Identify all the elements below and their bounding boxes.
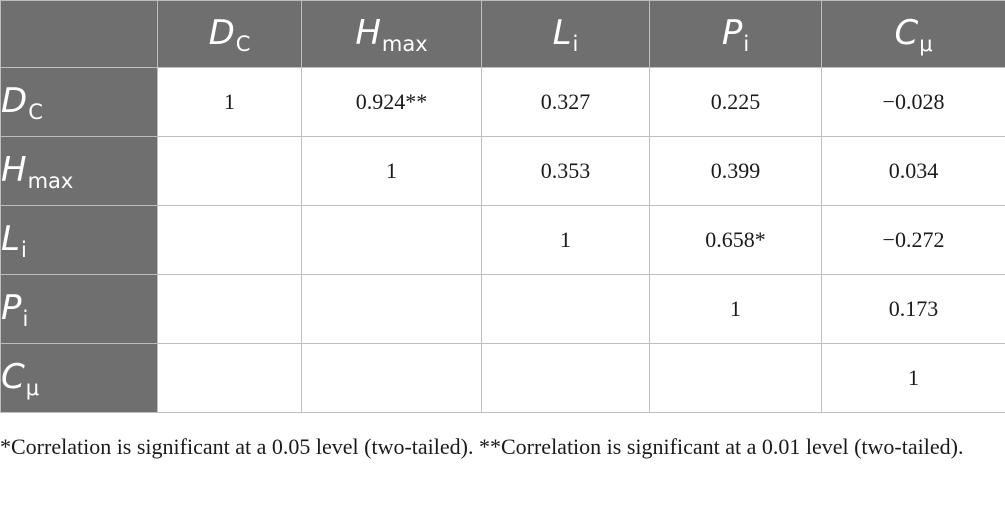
col-header-dc: DC xyxy=(157,0,302,68)
row-header-pi: Pi xyxy=(0,274,158,344)
col-header-li: Li xyxy=(481,0,650,68)
table-cell xyxy=(301,205,482,275)
table-row: Li 1 0.658* −0.272 xyxy=(0,205,1005,275)
table-cell: 1 xyxy=(649,274,822,344)
table-cell: 1 xyxy=(481,205,650,275)
table-cell xyxy=(157,205,302,275)
col-header-pi: Pi xyxy=(649,0,822,68)
table-row: Cμ 1 xyxy=(0,343,1005,413)
row-header-dc: DC xyxy=(0,67,158,137)
row-header-hmax: Hmax xyxy=(0,136,158,206)
table-cell xyxy=(157,136,302,206)
table-row: DC 1 0.924** 0.327 0.225 −0.028 xyxy=(0,67,1005,137)
table-cell: −0.272 xyxy=(821,205,1005,275)
table-cell xyxy=(157,274,302,344)
table-cell: 0.225 xyxy=(649,67,822,137)
table-cell xyxy=(301,274,482,344)
table-cell: 1 xyxy=(301,136,482,206)
table-cell: 1 xyxy=(157,67,302,137)
row-header-li: Li xyxy=(0,205,158,275)
table-cell: 0.399 xyxy=(649,136,822,206)
table-row: Hmax 1 0.353 0.399 0.034 xyxy=(0,136,1005,206)
table-cell: 1 xyxy=(821,343,1005,413)
table-footnote: *Correlation is significant at a 0.05 le… xyxy=(0,434,964,459)
table-cell: 0.924** xyxy=(301,67,482,137)
col-header-hmax: Hmax xyxy=(301,0,482,68)
table-row: Pi 1 0.173 xyxy=(0,274,1005,344)
corner-cell xyxy=(0,0,158,68)
table-cell: 0.173 xyxy=(821,274,1005,344)
table-cell: 0.658* xyxy=(649,205,822,275)
table-cell: 0.034 xyxy=(821,136,1005,206)
table-cell xyxy=(301,343,482,413)
table-cell xyxy=(481,274,650,344)
table-cell: 0.353 xyxy=(481,136,650,206)
table-cell: −0.028 xyxy=(821,67,1005,137)
table-cell: 0.327 xyxy=(481,67,650,137)
table-cell xyxy=(157,343,302,413)
correlation-table: DC Hmax Li Pi Cμ DC 1 0.924** 0.327 0.22… xyxy=(0,0,1005,413)
col-header-cmu: Cμ xyxy=(821,0,1005,68)
header-row: DC Hmax Li Pi Cμ xyxy=(0,0,1005,68)
table-cell xyxy=(481,343,650,413)
row-header-cmu: Cμ xyxy=(0,343,158,413)
table-cell xyxy=(649,343,822,413)
